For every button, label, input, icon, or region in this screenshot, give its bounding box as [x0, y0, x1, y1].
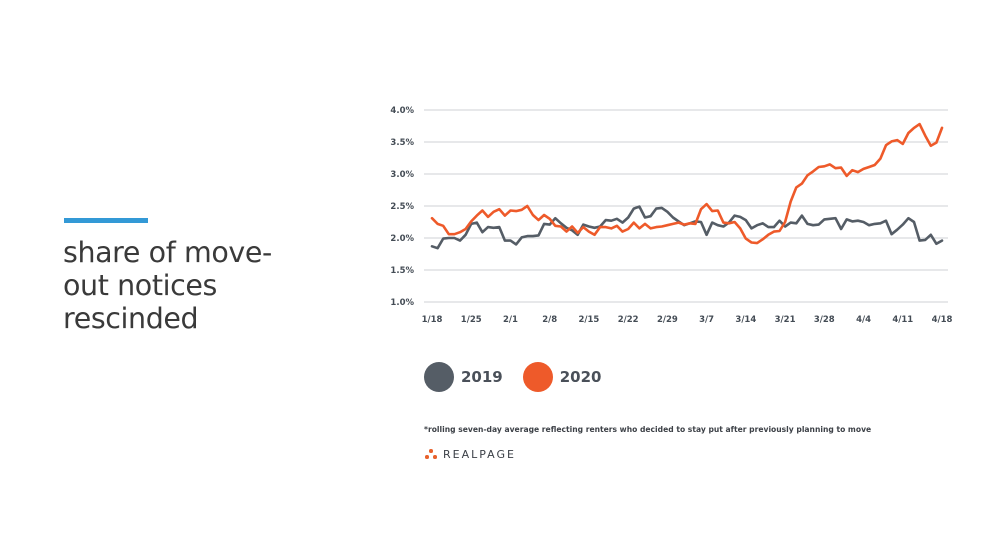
legend-item-2020: 2020 [522, 362, 602, 392]
x-tick-label: 2/29 [657, 315, 678, 325]
x-tick-label: 4/18 [932, 315, 953, 325]
legend-label-2020: 2020 [559, 368, 602, 386]
x-tick-label: 3/28 [814, 315, 835, 325]
y-tick-label: 2.5% [390, 202, 414, 212]
y-tick-label: 3.0% [390, 170, 414, 180]
x-tick-label: 3/14 [735, 315, 756, 325]
legend-label-2019: 2019 [461, 368, 503, 386]
headline-line-1: share of move- [63, 236, 272, 269]
x-tick-label: 3/21 [775, 315, 796, 325]
legend-swatch-2019 [424, 362, 454, 392]
series-line-2020 [430, 122, 944, 245]
chart-footnote: *rolling seven-day average reflecting re… [424, 425, 872, 434]
realpage-logo: REALPAGE [424, 446, 516, 462]
legend-item-2019: 2019 [424, 362, 503, 392]
chart-series [430, 122, 944, 250]
headline-line-2: out notices [63, 269, 217, 302]
legend-swatch-2020 [522, 362, 553, 392]
chart-grid [424, 109, 948, 303]
x-tick-label: 4/4 [856, 315, 871, 325]
y-tick-label: 3.5% [390, 138, 414, 148]
chart-legend: 2019 2020 [424, 362, 622, 392]
realpage-logo-text: REALPAGE [443, 447, 516, 461]
realpage-logo-icon [424, 447, 438, 461]
x-tick-label: 3/7 [699, 315, 714, 325]
x-tick-label: 4/11 [892, 315, 913, 325]
y-tick-label: 1.5% [390, 266, 414, 276]
x-tick-label: 2/1 [503, 315, 518, 325]
y-tick-label: 4.0% [390, 106, 414, 116]
title-accent-bar [64, 218, 148, 223]
headline-line-3: rescinded [63, 302, 199, 335]
headline: share of move- out notices rescinded [63, 236, 323, 335]
x-tick-label: 2/22 [618, 315, 639, 325]
y-tick-label: 1.0% [390, 298, 414, 308]
x-tick-label: 1/25 [461, 315, 482, 325]
y-axis-ticks: 4.0% 3.5% 3.0% 2.5% 2.0% 1.5% 1.0% [390, 106, 414, 308]
x-tick-label: 1/18 [422, 315, 443, 325]
y-tick-label: 2.0% [390, 234, 414, 244]
x-tick-label: 2/8 [542, 315, 557, 325]
x-axis-ticks: 1/18 1/25 2/1 2/8 2/15 2/22 2/29 3/7 3/14 3/21 3/2… [422, 315, 953, 325]
x-tick-label: 2/15 [578, 315, 599, 325]
